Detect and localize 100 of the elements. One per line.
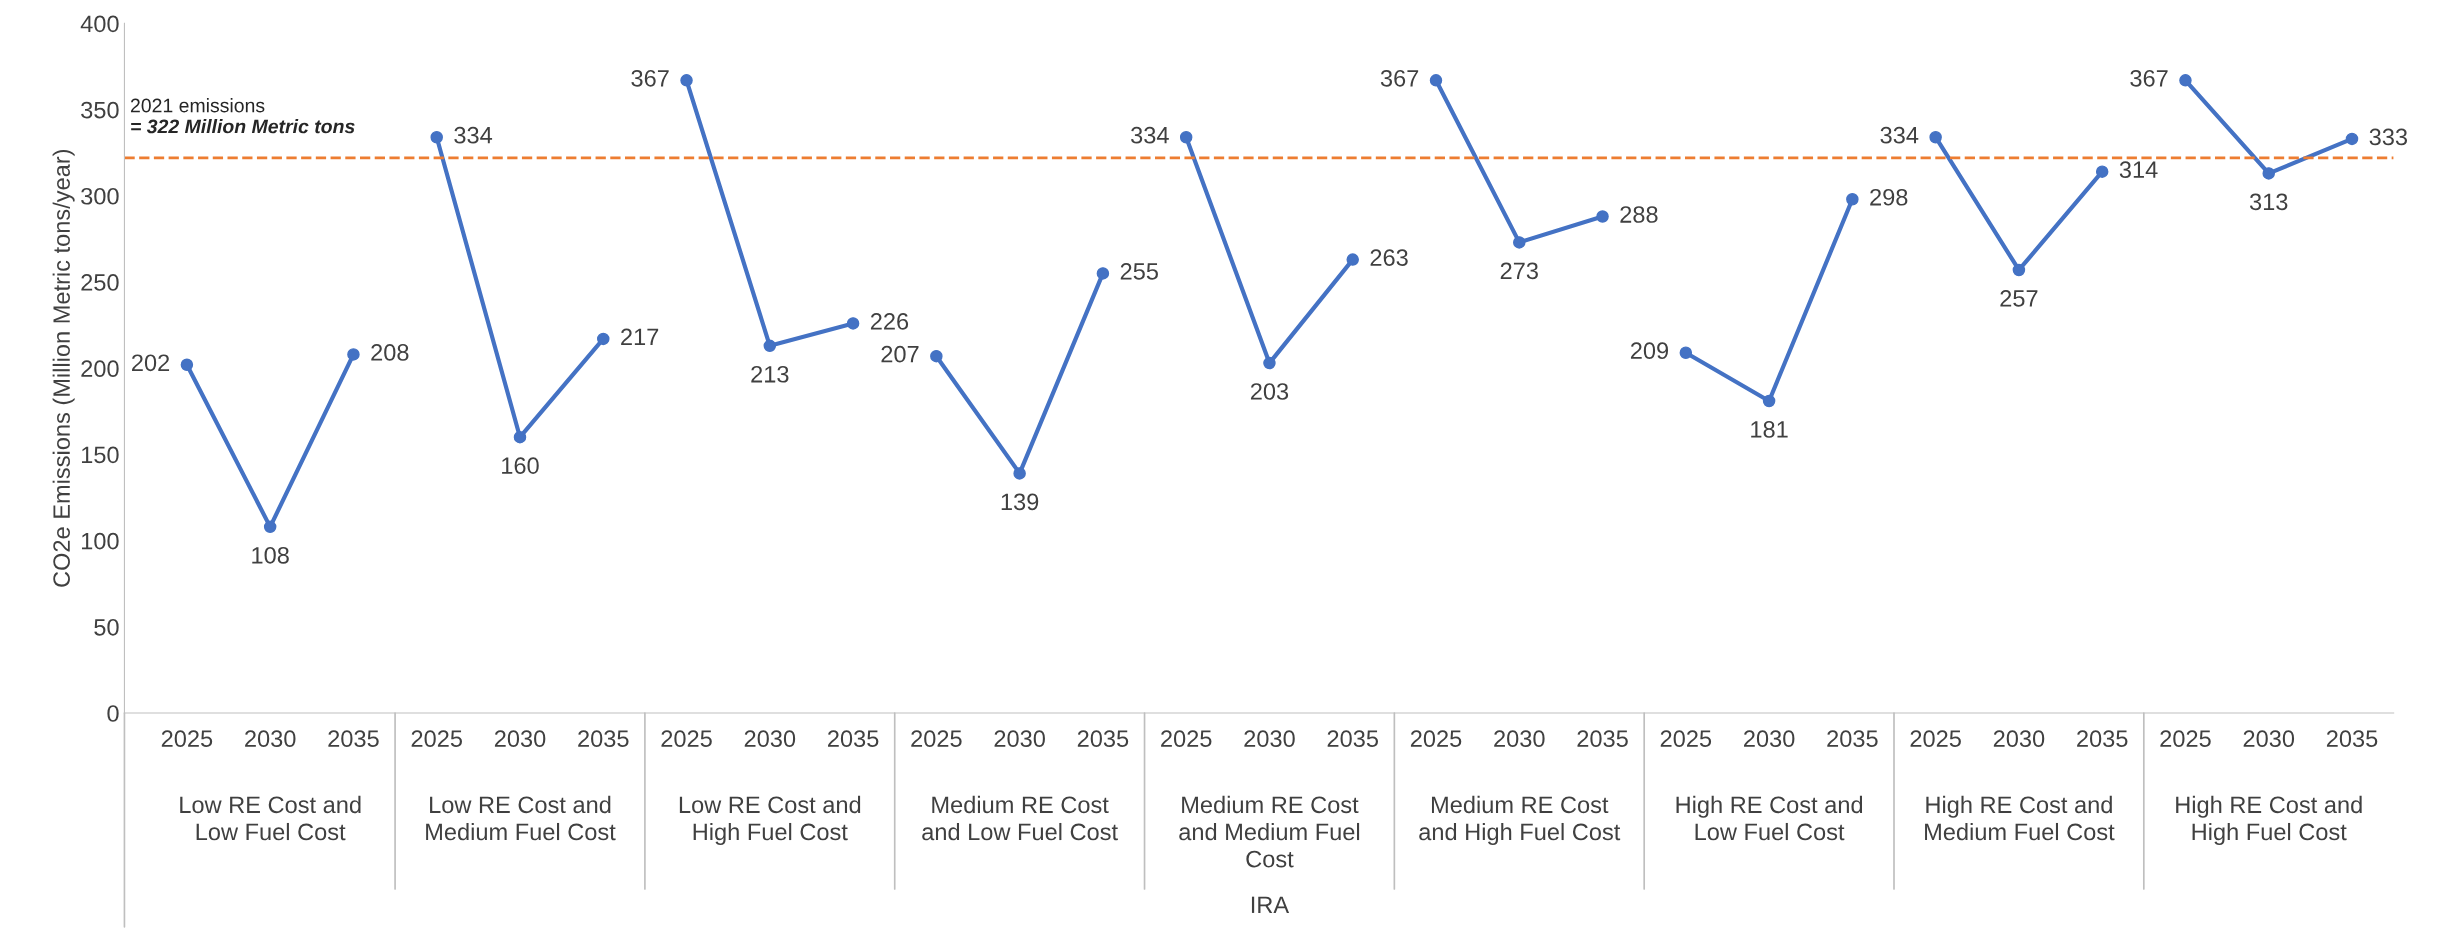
y-tick-label: 200 (81, 360, 119, 378)
text: High RE Cost and Low Fuel Cost (1676, 795, 1863, 841)
data-label: 209 (1630, 342, 1669, 360)
y-tick-label: 250 (81, 274, 119, 291)
y-tick-label: 400 (80, 15, 119, 33)
point (1429, 74, 1443, 87)
x-tick-label: 2025 (911, 730, 962, 748)
y-axis-title: CO2e Emissions (Million Metric tons/year) (52, 149, 75, 587)
point (2095, 165, 2109, 178)
x-tick-label: 2030 (1744, 730, 1795, 748)
point (1263, 356, 1276, 370)
y-tick-label: 100 (81, 532, 119, 550)
point (263, 520, 277, 534)
point (1513, 236, 1526, 249)
data-label: 313 (2249, 193, 2288, 211)
x-tick-label: 2035 (2077, 730, 2128, 748)
point (1679, 346, 1693, 359)
text: High RE Cost and Medium Fuel Cost (1925, 795, 2115, 841)
data-label: 208 (371, 344, 409, 361)
point (597, 332, 610, 346)
point (1762, 394, 1776, 408)
x-tick-label: 2030 (1244, 730, 1295, 748)
point (1596, 210, 1609, 223)
point (2345, 132, 2359, 146)
x-tick-label: 2025 (1660, 730, 1712, 748)
x-tick-label: 2025 (161, 730, 213, 748)
point (2179, 74, 2192, 87)
point (347, 348, 360, 361)
y-tick-label: 300 (81, 187, 119, 205)
x-tick-label: 2030 (2243, 730, 2295, 748)
data-label: 202 (132, 354, 170, 372)
x-tick-label: 2035 (578, 730, 629, 748)
point (1179, 130, 1193, 144)
point (1013, 467, 1026, 480)
text: Low RE Cost and Medium Fuel Cost (426, 795, 616, 841)
x-tick-label: 2025 (1910, 730, 1961, 748)
point (846, 317, 860, 330)
data-label: 288 (1620, 206, 1658, 223)
data-label: 334 (1131, 126, 1169, 144)
text: Low RE Cost and Low Fuel Cost (180, 795, 361, 841)
y-tick-label: 0 (107, 705, 119, 722)
text: Medium RE Cost and Medium Fuel Cost (1179, 795, 1360, 868)
point (180, 358, 194, 372)
point (680, 74, 693, 87)
point (930, 349, 943, 363)
x-tick-label: 2035 (2326, 730, 2378, 748)
x-tick-label: 2030 (994, 730, 1045, 748)
data-label: 217 (621, 328, 659, 346)
x-tick-label: 2025 (1161, 730, 1212, 748)
text: IRA (1251, 896, 1290, 913)
x-tick-label: 2025 (661, 730, 712, 748)
data-label: 263 (1370, 249, 1408, 266)
point (2262, 167, 2275, 180)
point (2012, 263, 2026, 277)
point (1929, 130, 1942, 144)
data-label: 139 (1001, 493, 1039, 511)
data-label: 160 (502, 457, 539, 474)
data-label: 255 (1120, 263, 1158, 280)
point (513, 430, 527, 444)
x-tick-label: 2035 (328, 730, 379, 748)
text: High RE Cost and High Fuel Cost (2176, 795, 2362, 845)
x-tick-label: 2030 (494, 730, 546, 748)
data-label: 181 (1751, 421, 1788, 438)
data-label: 367 (2130, 69, 2168, 87)
data-label: 367 (1380, 69, 1419, 87)
data-label: 333 (2369, 128, 2408, 146)
y-tick-label: 350 (81, 101, 119, 119)
text: Low RE Cost and High Fuel Cost (679, 795, 861, 845)
x-tick-label: 2035 (1577, 730, 1628, 748)
text: Medium RE Cost and Low Fuel Cost (922, 795, 1118, 841)
ref-line-label: 2021 emissions = 322 Million Metric tons (130, 98, 355, 134)
data-label: 207 (881, 345, 919, 363)
data-label: 257 (2000, 290, 2038, 307)
x-tick-label: 2030 (1494, 730, 1545, 748)
data-label: 273 (1500, 262, 1538, 280)
data-label: 203 (1250, 383, 1289, 400)
data-label: 334 (1880, 126, 1919, 144)
text: Medium RE Cost and High Fuel Cost (1419, 795, 1621, 845)
x-tick-label: 2025 (411, 730, 462, 748)
x-tick-label: 2030 (744, 730, 796, 748)
point (763, 339, 777, 353)
data-label: 298 (1870, 188, 1908, 206)
x-tick-label: 2025 (2160, 730, 2211, 748)
y-tick-label: 50 (94, 618, 119, 636)
point (1846, 193, 1859, 206)
x-tick-label: 2035 (1827, 730, 1878, 748)
x-tick-label: 2030 (1993, 730, 2045, 748)
x-tick-label: 2035 (828, 730, 879, 748)
x-tick-label: 2025 (1410, 730, 1462, 748)
data-label: 314 (2119, 161, 2158, 179)
data-label: 367 (631, 69, 669, 87)
point (430, 130, 443, 144)
x-tick-label: 2035 (1077, 730, 1129, 748)
point (1346, 253, 1359, 266)
data-label: 334 (454, 126, 493, 144)
point (1096, 267, 1110, 280)
x-tick-label: 2035 (1327, 730, 1378, 748)
y-tick-label: 150 (81, 446, 119, 464)
x-tick-label: 2030 (245, 730, 296, 748)
data-label: 108 (252, 546, 289, 564)
